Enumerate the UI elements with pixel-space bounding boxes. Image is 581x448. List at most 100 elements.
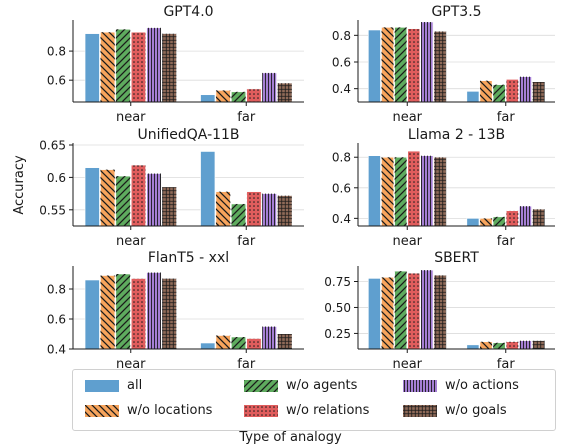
x-tick-label: far <box>497 110 516 125</box>
legend-label: w/o relations <box>286 403 370 418</box>
legend-label: w/o actions <box>445 378 519 393</box>
x-tick-label: far <box>237 357 256 372</box>
legend-item-agents: w/o agents <box>244 378 357 393</box>
y-tick-label: 0.8 <box>332 151 351 165</box>
legend-label: w/o locations <box>127 403 213 418</box>
bar-hatch-goals-far <box>532 340 545 349</box>
subplot-3: 0.4 0.6 0.8 near far Llama 2 - 13B <box>332 127 555 249</box>
bar-hatch-relations-far <box>506 341 519 349</box>
bar-hatch-agents-near <box>394 27 407 102</box>
bar-hatch-agents-far <box>493 84 506 102</box>
subplot-1: 0.4 0.6 0.8 near far GPT3.5 <box>332 4 555 125</box>
x-tick-label: far <box>497 357 516 372</box>
bar-hatch-relations-far <box>246 88 262 102</box>
subplot-0: 0.6 0.8 near far GPT4.0 <box>47 4 304 125</box>
y-tick-label: 0.4 <box>47 343 66 357</box>
bar-hatch-locations-far <box>479 80 493 102</box>
bar-hatch-goals-near <box>434 157 447 226</box>
y-tick-label: 0.25 <box>324 327 351 341</box>
y-tick-label: 0.8 <box>47 283 66 297</box>
x-tick-label: near <box>116 234 146 249</box>
bar-hatch-locations-far <box>479 341 493 349</box>
bar-hatch-relations-near <box>407 28 420 103</box>
legend-label: w/o goals <box>445 403 507 418</box>
bar-hatch-relations-far <box>246 338 262 349</box>
legend-item-locations: w/o locations <box>85 403 212 418</box>
bar-hatch-locations-near <box>381 27 394 102</box>
bar-all-near <box>368 278 381 350</box>
bar-all-near <box>368 155 381 227</box>
bar-hatch-actions-far <box>262 72 277 102</box>
subplot-4: 0.4 0.6 0.8 near far FlanT5 - xxl <box>47 250 304 372</box>
bar-hatch-locations-far <box>479 218 493 226</box>
x-tick-label: far <box>237 110 256 125</box>
bar-hatch-goals-far <box>277 334 292 349</box>
y-axis-label: Accuracy <box>12 155 27 215</box>
legend: all w/o locations w/o agents w/o relations w… <box>72 369 556 431</box>
legend-swatch-actions <box>403 379 437 392</box>
y-tick-label: 0.6 <box>332 181 351 195</box>
x-tick-label: near <box>116 357 146 372</box>
x-tick-label: far <box>237 234 256 249</box>
bar-hatch-relations-near <box>131 278 146 349</box>
y-tick-label: 0.55 <box>39 203 66 217</box>
bar-hatch-relations-near <box>407 151 420 226</box>
bar-hatch-goals-far <box>532 209 545 226</box>
bar-hatch-actions-far <box>262 193 277 226</box>
bar-hatch-locations-near <box>100 275 115 349</box>
bar-hatch-actions-far <box>519 206 532 226</box>
bar-hatch-agents-near <box>115 29 131 102</box>
bar-hatch-locations-near <box>100 32 115 102</box>
bar-hatch-goals-far <box>532 82 545 102</box>
bar-all-far <box>200 94 216 103</box>
bar-hatch-locations-far <box>215 335 231 349</box>
y-tick-label: 0.8 <box>47 45 66 59</box>
bar-hatch-relations-far <box>506 79 519 102</box>
bar-hatch-actions-near <box>146 27 162 102</box>
bar-hatch-agents-near <box>115 274 131 349</box>
legend-label: all <box>127 378 143 393</box>
subplot-title: Llama 2 - 13B <box>408 127 505 143</box>
bar-hatch-agents-near <box>394 157 407 226</box>
bar-all-far <box>200 342 216 350</box>
bar-all-near <box>84 167 100 227</box>
x-tick-label: near <box>392 357 422 372</box>
subplot-title: GPT4.0 <box>163 4 213 20</box>
bar-hatch-locations-near <box>381 157 394 226</box>
subplot-title: UnifiedQA-11B <box>137 127 239 143</box>
y-tick-label: 0.50 <box>324 301 351 315</box>
legend-swatch-locations <box>85 404 119 417</box>
bar-hatch-actions-near <box>146 173 162 226</box>
y-tick-label: 0.6 <box>47 313 66 327</box>
y-tick-label: 0.6 <box>47 74 66 88</box>
subplot-5: 0.25 0.50 0.75 near far SBERT <box>324 250 555 372</box>
bar-all-far <box>466 218 480 227</box>
bar-all-near <box>368 29 381 103</box>
bar-hatch-locations-far <box>215 90 231 102</box>
x-tick-label: far <box>497 234 516 249</box>
bar-hatch-actions-far <box>262 326 277 349</box>
bar-hatch-agents-near <box>115 176 131 226</box>
bar-hatch-actions-near <box>420 270 434 349</box>
bar-hatch-goals-far <box>277 83 292 102</box>
bar-hatch-agents-far <box>231 337 246 349</box>
y-tick-label: 0.65 <box>39 139 66 153</box>
bar-hatch-agents-far <box>231 91 246 102</box>
y-tick-label: 0.4 <box>332 82 351 96</box>
bar-all-near <box>84 33 100 103</box>
bar-hatch-goals-near <box>162 187 177 226</box>
bar-hatch-goals-near <box>434 275 447 349</box>
x-axis-label: Type of analogy <box>239 430 342 445</box>
bar-hatch-actions-far <box>519 340 532 349</box>
bar-hatch-agents-far <box>231 203 246 226</box>
bar-hatch-actions-near <box>420 22 434 102</box>
bar-hatch-locations-near <box>100 169 115 226</box>
bar-all-near <box>84 279 100 350</box>
bar-hatch-actions-near <box>420 155 434 226</box>
subplot-title: GPT3.5 <box>431 4 481 20</box>
bar-hatch-relations-far <box>506 210 519 226</box>
bar-hatch-goals-near <box>162 33 177 102</box>
legend-item-actions: w/o actions <box>403 378 519 393</box>
bar-hatch-goals-far <box>277 195 292 226</box>
